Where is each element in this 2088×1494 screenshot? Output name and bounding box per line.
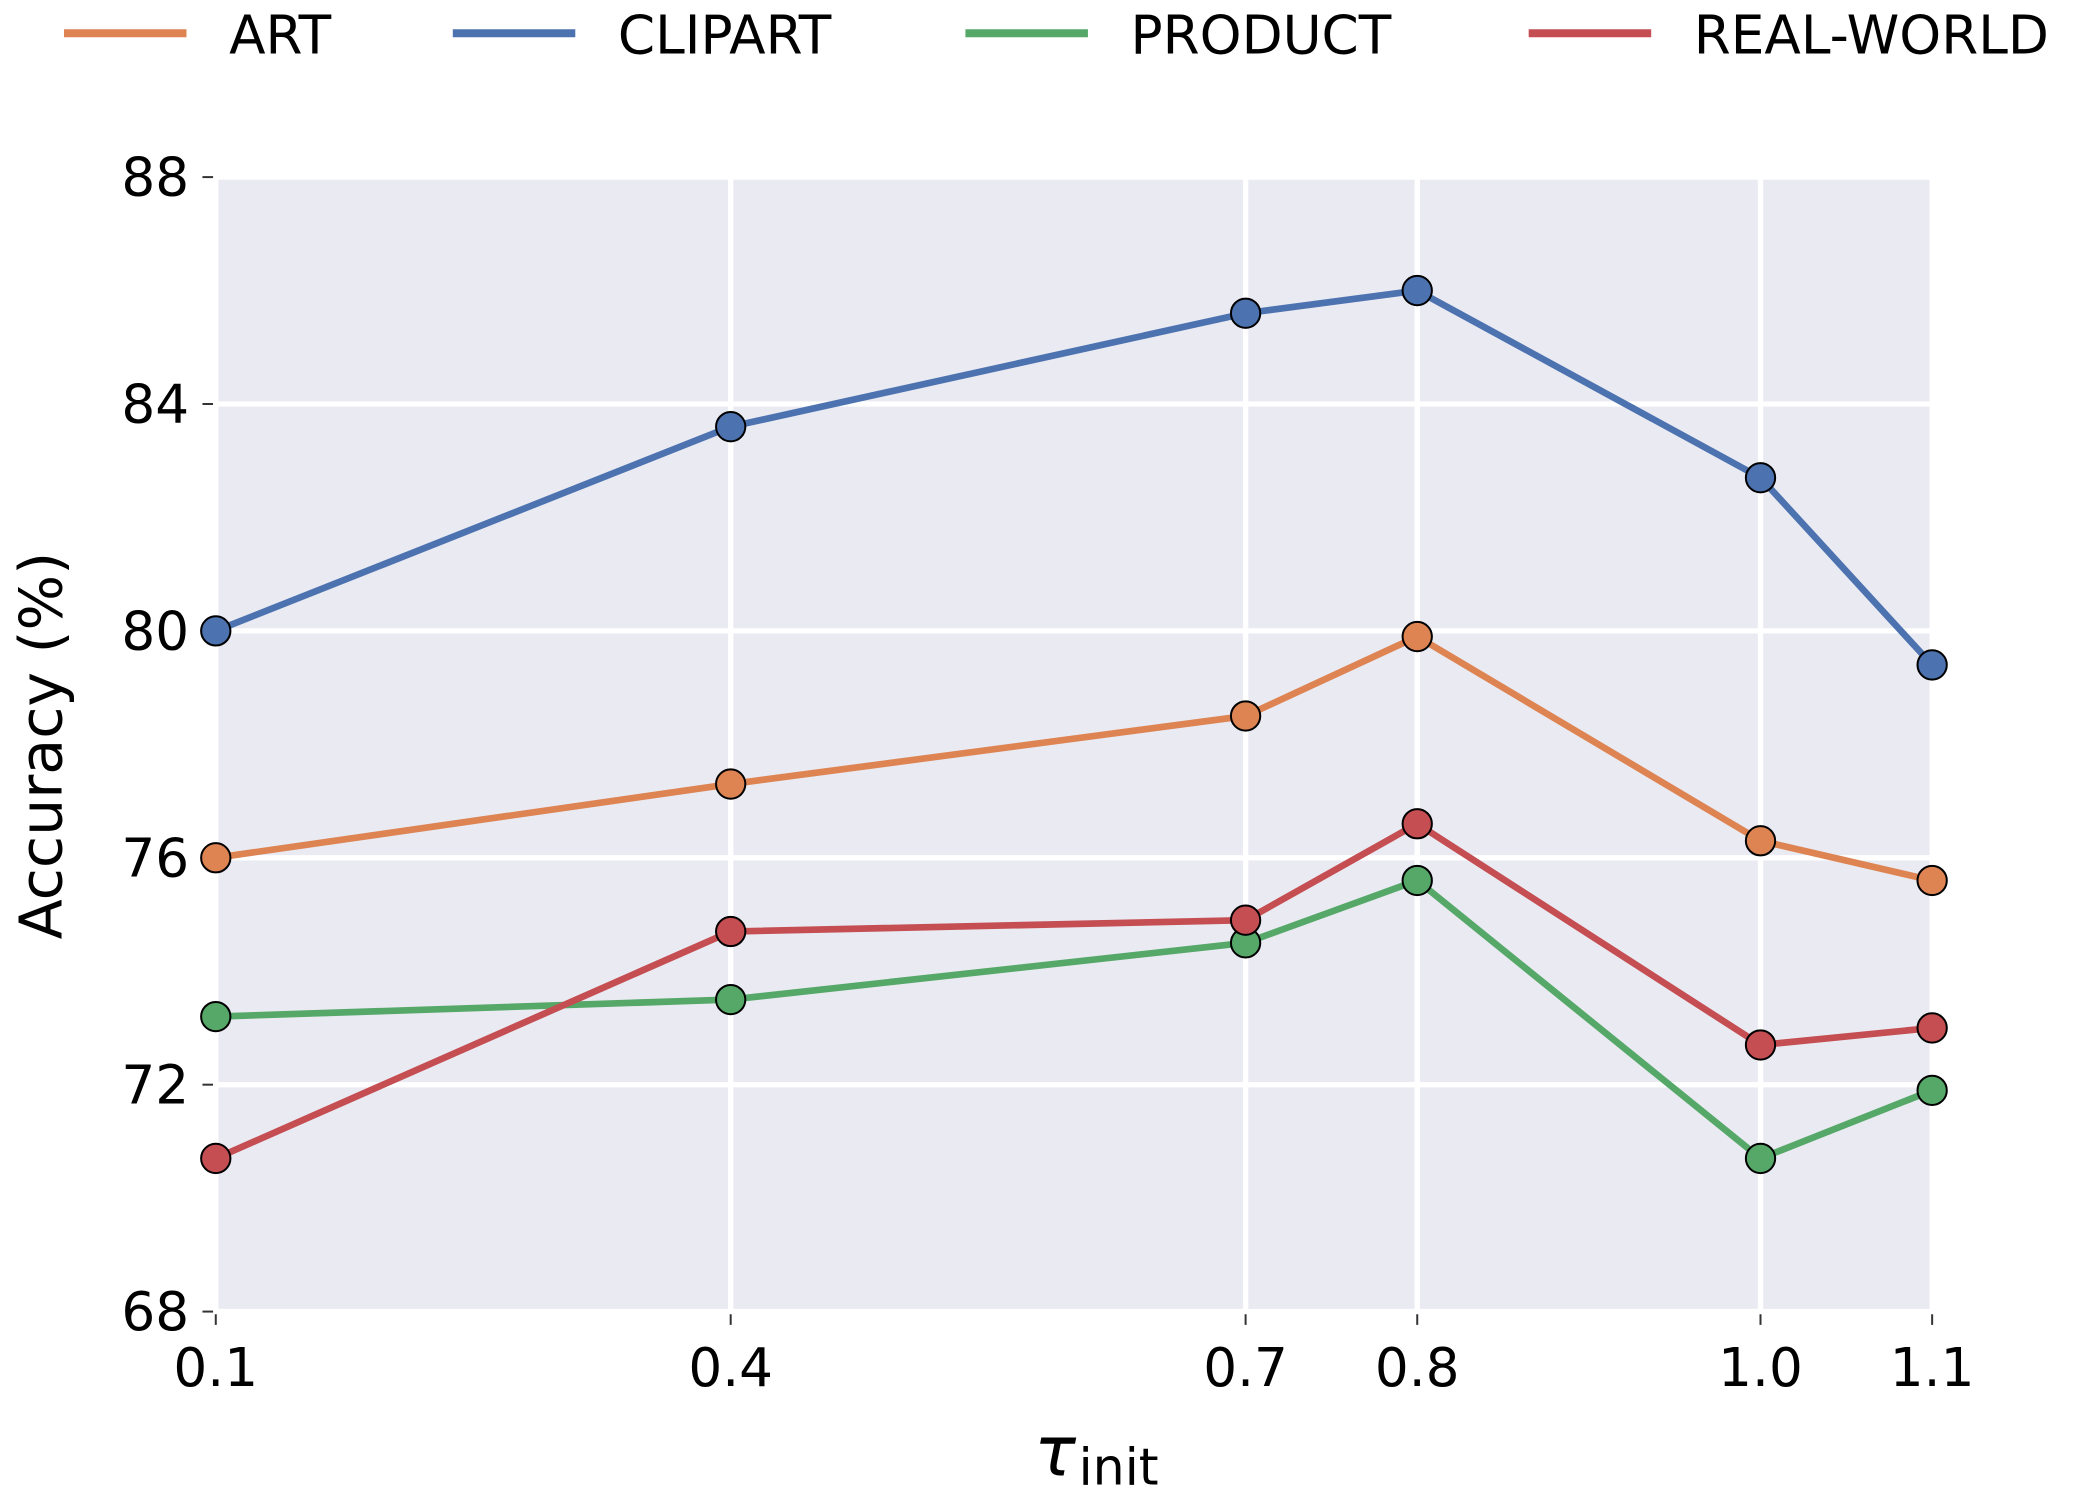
data-point [1744, 825, 1777, 857]
data-point [1916, 649, 1948, 681]
data-point [1916, 1074, 1948, 1106]
data-point [1916, 1012, 1948, 1044]
y-tick-label: 84 [121, 374, 189, 436]
data-point [715, 768, 747, 800]
data-point [200, 615, 232, 647]
x-tick-label: 0.8 [1375, 1337, 1460, 1399]
y-tick-label: 76 [121, 827, 189, 889]
data-point [1401, 620, 1433, 653]
data-point [1401, 864, 1433, 897]
legend-label: ART [229, 4, 332, 66]
y-tick-label: 72 [121, 1054, 189, 1116]
data-point [1744, 1029, 1777, 1061]
series-line [215, 876, 1934, 1163]
x-tick-label: 1.0 [1718, 1337, 1803, 1399]
data-point [1229, 297, 1262, 329]
data-point [1401, 274, 1433, 307]
data-point [715, 411, 747, 443]
y-axis-label: Accuracy (%) [7, 552, 75, 939]
plot-background [215, 177, 1933, 1312]
legend-label: PRODUCT [1131, 4, 1392, 66]
legend-label: CLIPART [618, 4, 832, 66]
y-tick-label: 88 [121, 147, 189, 209]
data-point [715, 915, 747, 948]
data-point [715, 983, 747, 1016]
data-point [200, 1142, 232, 1175]
y-tick-label: 80 [121, 601, 189, 663]
series-line [214, 287, 1935, 668]
data-point [200, 1000, 232, 1033]
x-axis-label-subscript: init [1079, 1438, 1159, 1494]
y-tick-label: 68 [121, 1281, 189, 1343]
series-line [215, 632, 1933, 884]
data-point [1744, 462, 1777, 494]
data-point [1744, 1142, 1777, 1175]
data-point [1229, 700, 1262, 732]
x-tick-label: 0.4 [688, 1337, 773, 1399]
data-point [200, 842, 232, 874]
x-tick-label: 0.1 [173, 1337, 258, 1399]
legend-label: REAL-WORLD [1694, 4, 2049, 66]
x-axis-label: τ [1034, 1412, 1076, 1492]
x-tick-label: 0.7 [1203, 1337, 1288, 1399]
data-point [1229, 904, 1262, 936]
x-tick-label: 1.1 [1890, 1337, 1975, 1399]
series-line [214, 819, 1933, 1162]
data-point [1401, 808, 1433, 840]
data-point [1916, 864, 1948, 897]
